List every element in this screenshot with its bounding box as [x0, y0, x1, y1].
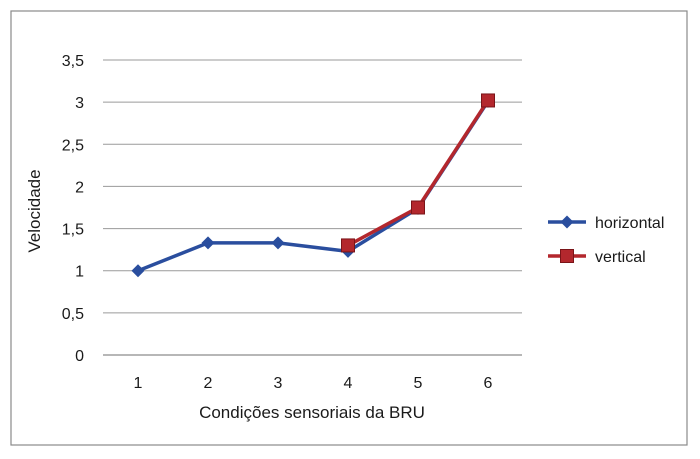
legend-label-vertical: vertical — [595, 249, 646, 266]
legend-item-horizontal: horizontal — [548, 215, 664, 232]
chart-border — [10, 10, 688, 446]
series-vertical — [341, 93, 495, 253]
data-point-vertical — [411, 200, 425, 215]
x-tick-label: 4 — [344, 375, 353, 392]
y-tick-label: 1,5 — [62, 222, 84, 239]
x-axis-label: Condições sensoriais da BRU — [199, 403, 425, 422]
data-point-horizontal — [131, 264, 145, 278]
y-tick-label: 0,5 — [62, 306, 84, 323]
x-tick-label: 2 — [204, 375, 213, 392]
data-point-vertical — [341, 238, 355, 253]
legend: horizontal vertical — [548, 215, 664, 266]
x-tick-label: 6 — [484, 375, 493, 392]
x-tick-label: 1 — [134, 375, 143, 392]
data-point-horizontal — [201, 236, 215, 250]
y-tick-labels: 0 0,5 1 1,5 2 2,5 3 3,5 — [62, 53, 84, 365]
y-tick-label: 3 — [75, 95, 84, 112]
legend-item-vertical: vertical — [548, 249, 646, 266]
data-point-vertical — [481, 93, 495, 108]
y-tick-label: 2,5 — [62, 137, 84, 154]
gridlines — [103, 59, 522, 314]
legend-marker-vertical — [560, 249, 574, 263]
x-tick-labels: 1 2 3 4 5 6 — [134, 375, 493, 392]
x-tick-label: 5 — [414, 375, 423, 392]
legend-marker-horizontal — [560, 215, 574, 229]
data-point-horizontal — [271, 236, 285, 250]
legend-label-horizontal: horizontal — [595, 215, 664, 232]
y-tick-label: 3,5 — [62, 53, 84, 70]
series-layer — [131, 93, 495, 278]
y-tick-label: 2 — [75, 179, 84, 196]
y-axis-label: Velocidade — [25, 169, 44, 252]
x-tick-label: 3 — [274, 375, 283, 392]
y-tick-label: 1 — [75, 264, 84, 281]
y-tick-label: 0 — [75, 348, 84, 365]
